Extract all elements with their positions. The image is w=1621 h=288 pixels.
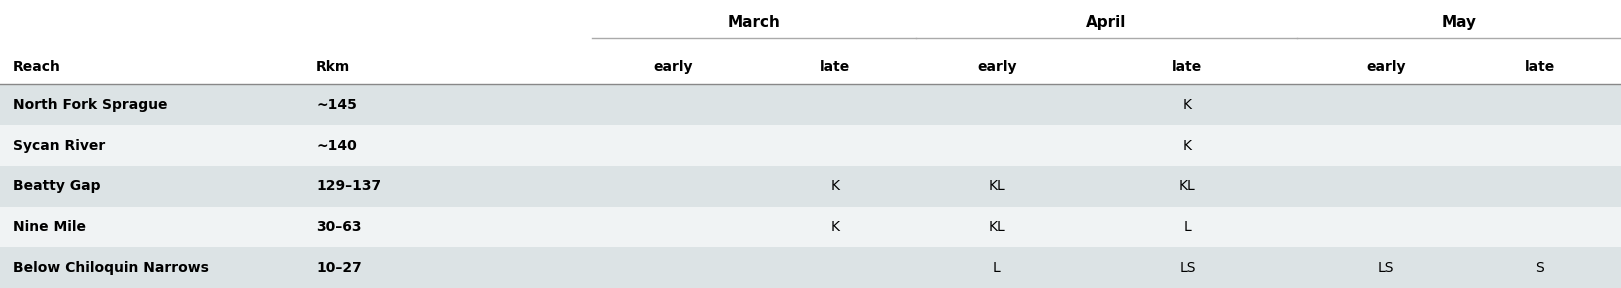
Text: S: S bbox=[1535, 261, 1545, 275]
Text: early: early bbox=[977, 60, 1016, 74]
Text: late: late bbox=[1525, 60, 1555, 74]
Text: K: K bbox=[830, 179, 840, 193]
Text: Beatty Gap: Beatty Gap bbox=[13, 179, 101, 193]
Text: Nine Mile: Nine Mile bbox=[13, 220, 86, 234]
Text: LS: LS bbox=[1378, 261, 1394, 275]
Text: North Fork Sprague: North Fork Sprague bbox=[13, 98, 167, 112]
Text: early: early bbox=[1367, 60, 1405, 74]
Text: April: April bbox=[1086, 15, 1127, 30]
Text: L: L bbox=[994, 261, 1000, 275]
Bar bbox=[0, 247, 1621, 288]
Text: ~140: ~140 bbox=[316, 139, 357, 153]
Text: K: K bbox=[1183, 98, 1191, 112]
Text: KL: KL bbox=[989, 179, 1005, 193]
Text: March: March bbox=[728, 15, 780, 30]
Text: early: early bbox=[653, 60, 692, 74]
Text: KL: KL bbox=[1178, 179, 1196, 193]
Text: 30–63: 30–63 bbox=[316, 220, 361, 234]
Text: K: K bbox=[1183, 139, 1191, 153]
Bar bbox=[0, 206, 1621, 247]
Text: late: late bbox=[1172, 60, 1203, 74]
Text: Sycan River: Sycan River bbox=[13, 139, 105, 153]
Text: ~145: ~145 bbox=[316, 98, 357, 112]
Text: 10–27: 10–27 bbox=[316, 261, 361, 275]
Text: 129–137: 129–137 bbox=[316, 179, 381, 193]
Text: Below Chiloquin Narrows: Below Chiloquin Narrows bbox=[13, 261, 209, 275]
Bar bbox=[0, 166, 1621, 206]
Bar bbox=[0, 84, 1621, 125]
Text: K: K bbox=[830, 220, 840, 234]
Text: Reach: Reach bbox=[13, 60, 62, 74]
Text: KL: KL bbox=[989, 220, 1005, 234]
Text: May: May bbox=[1441, 15, 1477, 30]
Text: L: L bbox=[1183, 220, 1191, 234]
Bar bbox=[0, 125, 1621, 166]
Text: LS: LS bbox=[1178, 261, 1196, 275]
Text: late: late bbox=[820, 60, 849, 74]
Text: Rkm: Rkm bbox=[316, 60, 350, 74]
